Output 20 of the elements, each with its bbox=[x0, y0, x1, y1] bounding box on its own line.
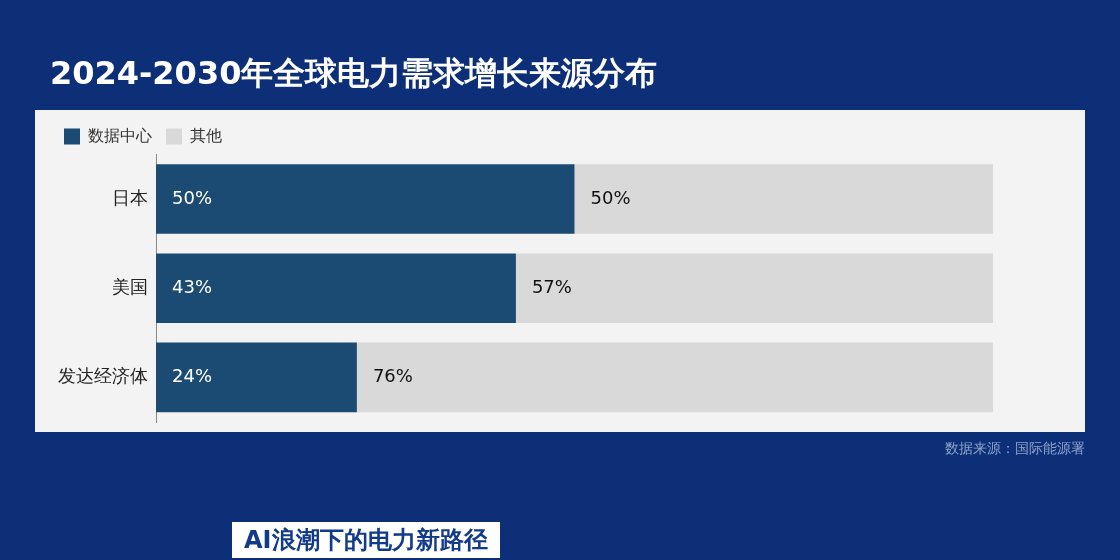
bar bbox=[515, 253, 993, 323]
bar bbox=[156, 253, 516, 323]
data-label: 24% bbox=[172, 365, 213, 387]
y-tick-label: 美国 bbox=[112, 275, 148, 297]
bar bbox=[156, 164, 575, 234]
source-note: 数据来源：国际能源署 bbox=[945, 440, 1085, 458]
data-label: 76% bbox=[372, 365, 413, 387]
chart-title: 2024-2030年全球电力需求增长来源分布 bbox=[50, 53, 658, 92]
legend-label: 数据中心 bbox=[88, 125, 152, 145]
bar bbox=[156, 342, 357, 413]
data-label: 50% bbox=[172, 186, 213, 208]
legend-label: 其他 bbox=[190, 125, 222, 145]
data-label: 57% bbox=[531, 275, 572, 297]
bar bbox=[574, 164, 993, 234]
data-label: 50% bbox=[590, 186, 631, 208]
bar bbox=[356, 342, 993, 413]
y-tick-label: 日本 bbox=[112, 186, 148, 208]
text: AI浪潮下的电力新路径 bbox=[232, 522, 500, 558]
y-tick-label: 发达经济体 bbox=[58, 365, 148, 387]
data-label: 43% bbox=[172, 275, 213, 297]
